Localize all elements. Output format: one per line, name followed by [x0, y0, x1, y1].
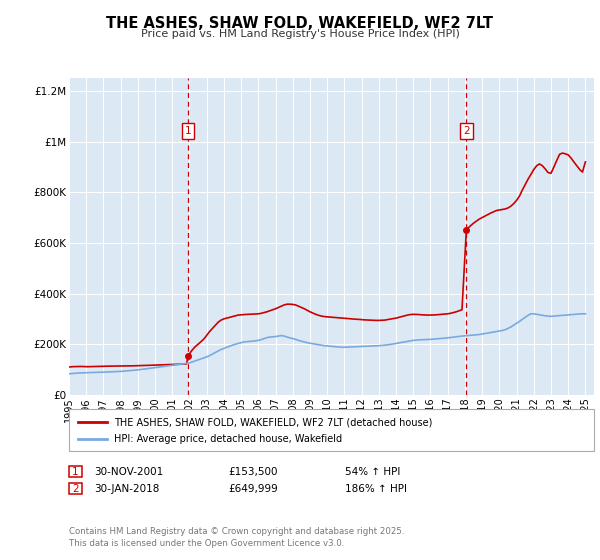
Text: 1: 1 [72, 466, 79, 477]
Text: 1: 1 [185, 125, 191, 136]
Text: 186% ↑ HPI: 186% ↑ HPI [345, 484, 407, 494]
Text: 30-NOV-2001: 30-NOV-2001 [94, 466, 163, 477]
Text: 54% ↑ HPI: 54% ↑ HPI [345, 466, 400, 477]
Text: 2: 2 [72, 484, 79, 494]
Text: Price paid vs. HM Land Registry's House Price Index (HPI): Price paid vs. HM Land Registry's House … [140, 29, 460, 39]
Text: THE ASHES, SHAW FOLD, WAKEFIELD, WF2 7LT: THE ASHES, SHAW FOLD, WAKEFIELD, WF2 7LT [107, 16, 493, 31]
Text: 30-JAN-2018: 30-JAN-2018 [94, 484, 160, 494]
Text: HPI: Average price, detached house, Wakefield: HPI: Average price, detached house, Wake… [114, 434, 342, 444]
Text: £649,999: £649,999 [228, 484, 278, 494]
Text: THE ASHES, SHAW FOLD, WAKEFIELD, WF2 7LT (detached house): THE ASHES, SHAW FOLD, WAKEFIELD, WF2 7LT… [114, 417, 433, 427]
Text: 2: 2 [463, 125, 470, 136]
Text: £153,500: £153,500 [228, 466, 277, 477]
Text: Contains HM Land Registry data © Crown copyright and database right 2025.
This d: Contains HM Land Registry data © Crown c… [69, 527, 404, 548]
